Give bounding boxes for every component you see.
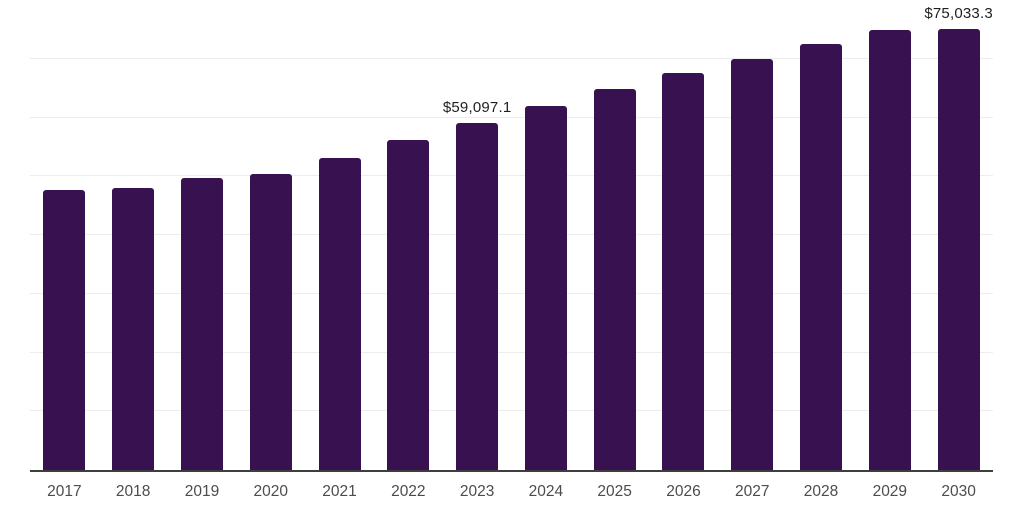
gridline-60000 (30, 116, 993, 118)
bar-2029 (868, 29, 911, 470)
gridline-50000 (30, 175, 993, 177)
gridline-20000 (30, 351, 993, 353)
bar-2023 (456, 122, 499, 470)
x-tick-label-2017: 2017 (47, 483, 82, 500)
bar-2017 (43, 190, 86, 470)
x-tick-label-2026: 2026 (666, 483, 701, 500)
x-tick-label-2020: 2020 (253, 483, 288, 500)
x-tick-label-2027: 2027 (735, 483, 770, 500)
bar-2022 (387, 140, 430, 470)
data-label-2030: $75,033.3 (924, 5, 993, 23)
bar-2020 (249, 174, 292, 470)
x-tick-label-2019: 2019 (184, 483, 220, 500)
bar-2025 (593, 88, 636, 470)
x-tick-label-2022: 2022 (391, 483, 426, 500)
data-label-2023: $59,097.1 (442, 98, 512, 116)
x-tick-label-2023: 2023 (459, 483, 495, 500)
gridline-10000 (30, 410, 993, 412)
bar-2030 (937, 29, 980, 470)
bar-2019 (180, 178, 223, 470)
x-tick-label-2021: 2021 (322, 483, 357, 500)
x-tick-label-2018: 2018 (115, 483, 151, 500)
bar-2027 (731, 58, 774, 470)
bar-2018 (112, 188, 155, 470)
bar-2028 (800, 43, 843, 470)
x-axis-line (30, 470, 993, 472)
bar-2026 (662, 72, 705, 470)
x-tick-label-2030: 2030 (941, 483, 976, 500)
x-tick-label-2028: 2028 (803, 483, 839, 500)
bar-2021 (318, 158, 361, 470)
x-tick-label-2025: 2025 (597, 483, 632, 500)
x-tick-label-2024: 2024 (528, 483, 564, 500)
gridline-70000 (30, 57, 993, 59)
bar-2024 (524, 105, 567, 470)
gridline-30000 (30, 292, 993, 294)
x-tick-label-2029: 2029 (872, 483, 908, 500)
plot-area: $59,097.1 $75,033.3 (30, 0, 993, 472)
gridline-40000 (30, 234, 993, 235)
